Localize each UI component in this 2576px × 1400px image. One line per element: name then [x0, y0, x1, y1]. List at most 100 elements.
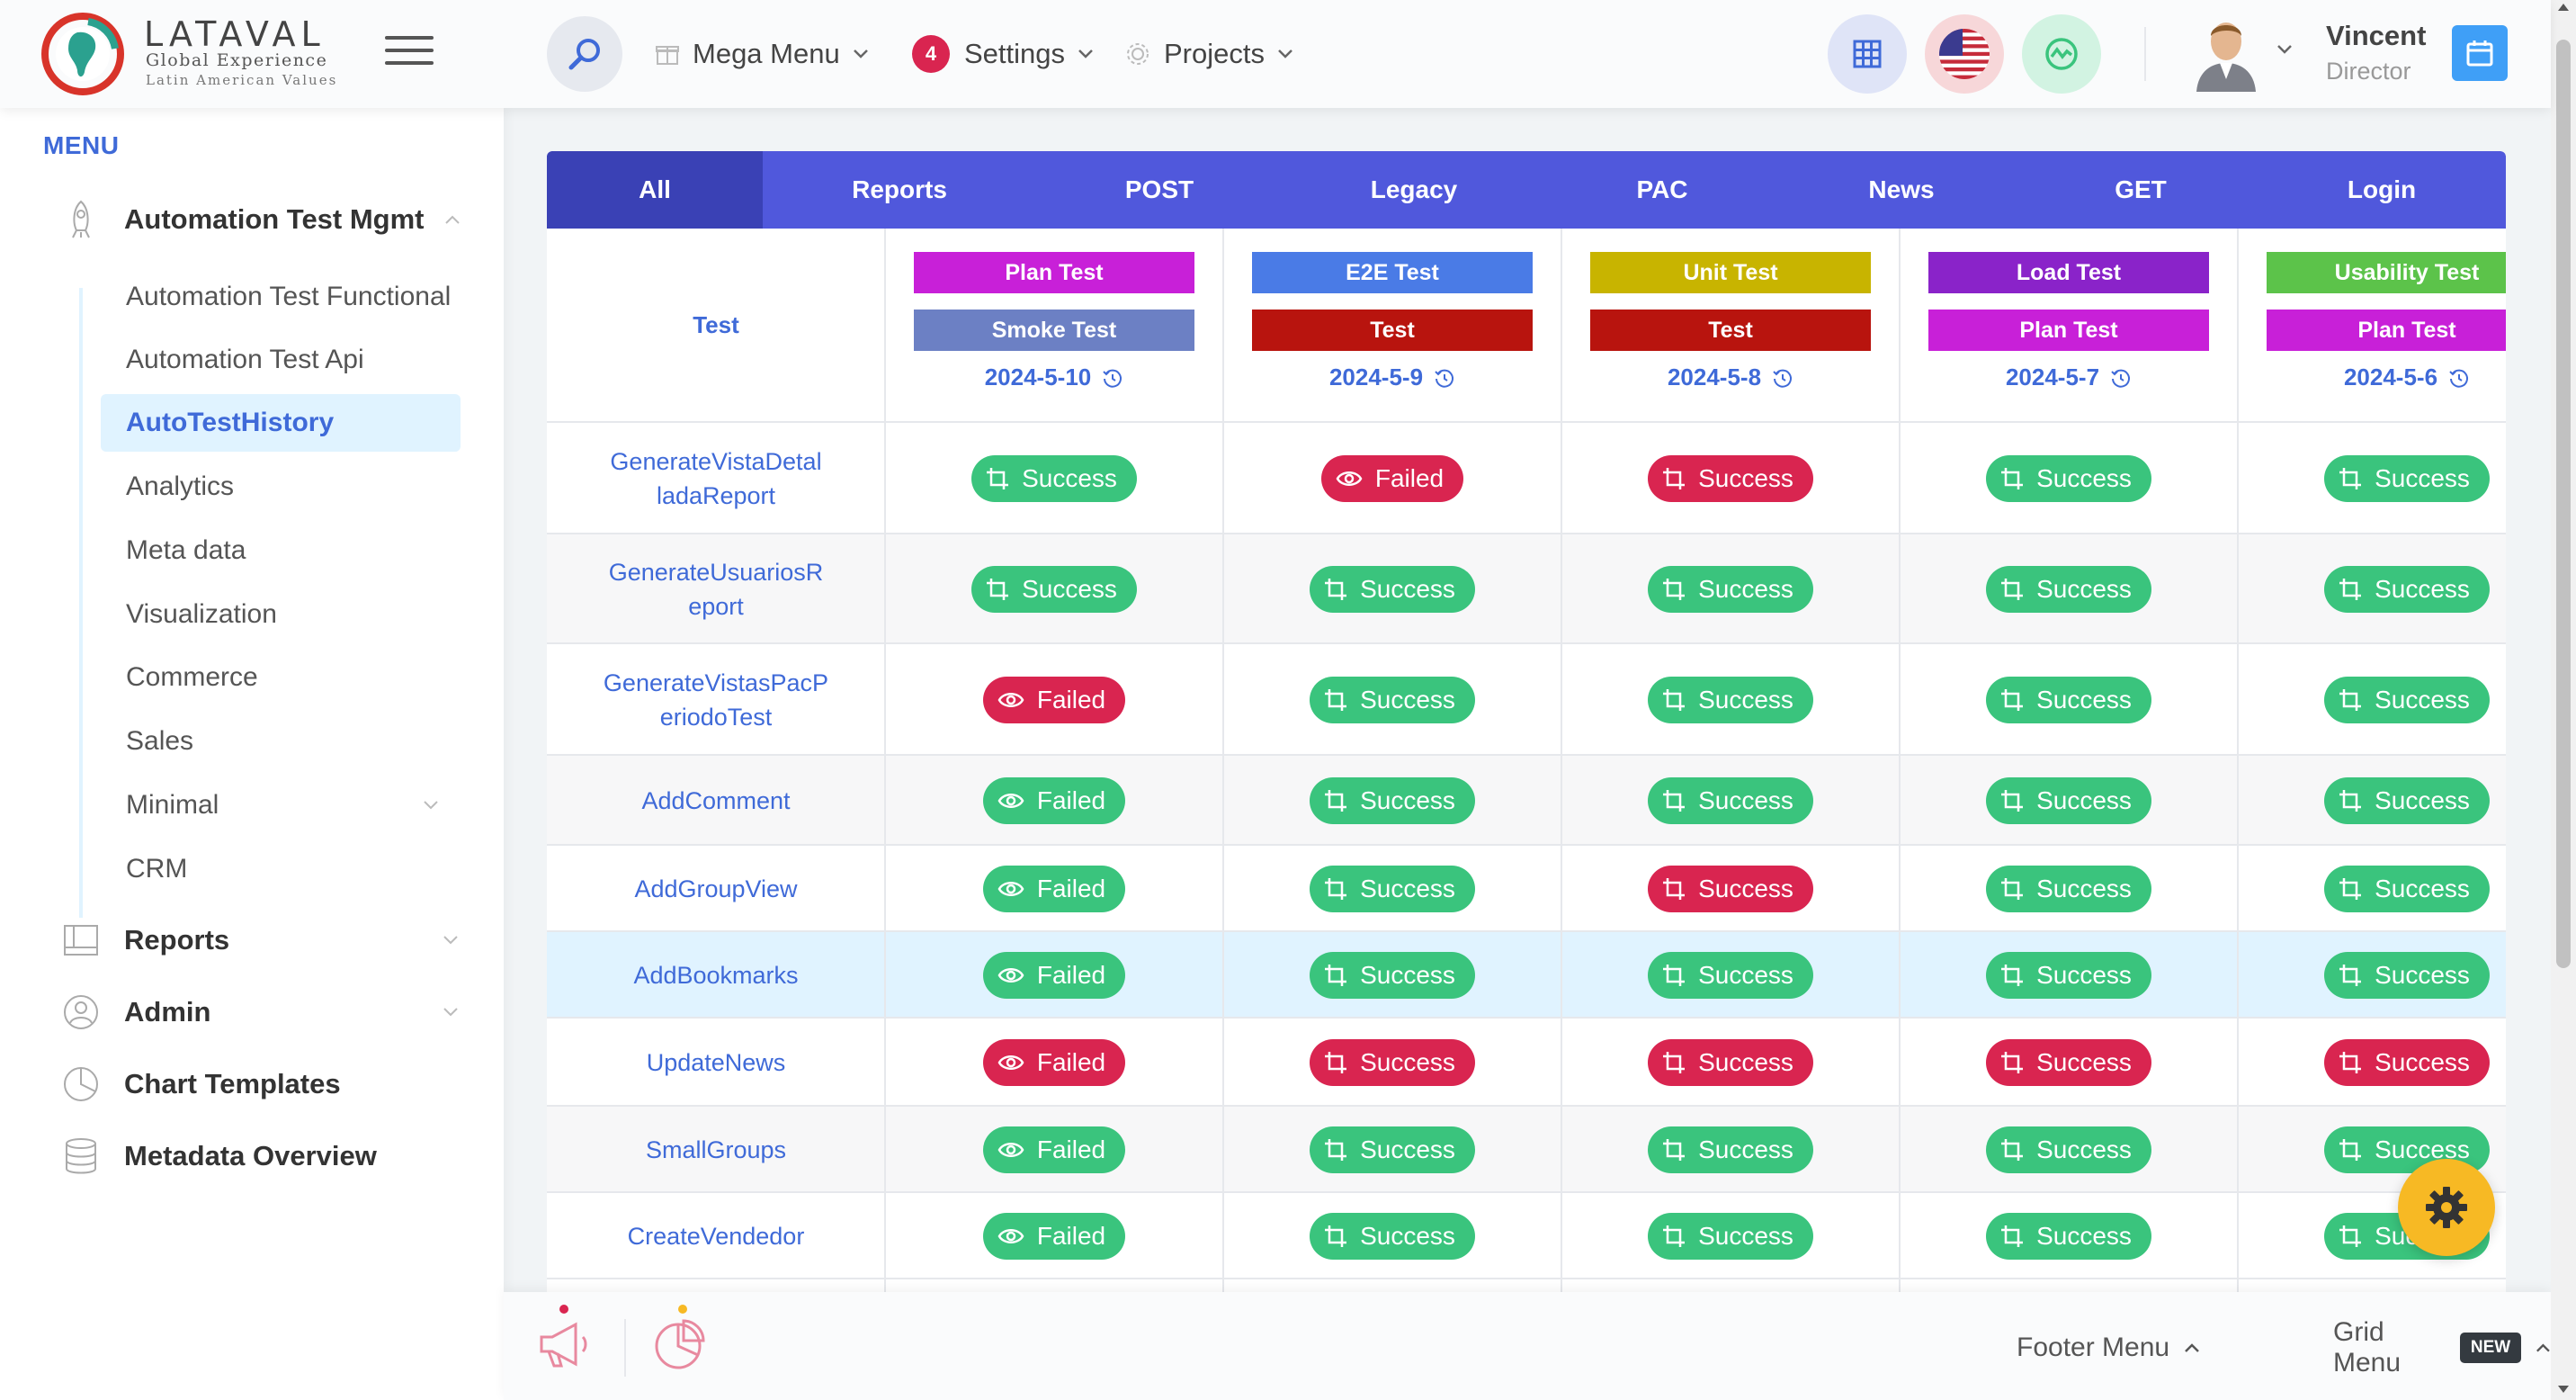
status-badge[interactable]: Failed: [982, 1126, 1126, 1173]
scroll-up-arrow[interactable]: [2558, 4, 2569, 11]
status-badge[interactable]: Success: [2324, 455, 2490, 502]
tab-get[interactable]: GET: [2115, 175, 2167, 203]
chevron-down-icon[interactable]: [2276, 43, 2294, 56]
status-badge[interactable]: Success: [1986, 455, 2151, 502]
status-badge[interactable]: Success: [1986, 1039, 2151, 1086]
status-badge[interactable]: Success: [1648, 566, 1813, 613]
status-badge[interactable]: Success: [1310, 566, 1475, 613]
status-badge[interactable]: Success: [1648, 777, 1813, 824]
test-name-link[interactable]: CreateVendedor: [547, 1193, 885, 1279]
test-name-link[interactable]: AddComment: [547, 756, 885, 846]
status-badge[interactable]: Success: [1310, 952, 1475, 999]
status-badge[interactable]: Failed: [982, 1213, 1126, 1260]
tab-news[interactable]: News: [1868, 175, 1935, 203]
status-badge[interactable]: Success: [1648, 1213, 1813, 1260]
sidebar-item-automation-test-functional[interactable]: Automation Test Functional: [101, 268, 461, 326]
language-button[interactable]: [1925, 14, 2004, 94]
tab-login[interactable]: Login: [2347, 175, 2417, 203]
status-badge[interactable]: Success: [1986, 866, 2151, 912]
history-icon[interactable]: [2110, 367, 2132, 389]
status-badge[interactable]: Success: [1648, 455, 1813, 502]
settings-button[interactable]: 4 Settings: [912, 32, 1094, 76]
megaphone-icon[interactable]: [536, 1315, 594, 1373]
test-name-link[interactable]: AddGroupView: [547, 846, 885, 932]
test-name-link[interactable]: GenerateVistaDetal ladaReport: [547, 423, 885, 534]
history-icon[interactable]: [1102, 367, 1123, 389]
status-badge[interactable]: Failed: [982, 1039, 1126, 1086]
status-badge[interactable]: Success: [2324, 677, 2490, 723]
tab-all[interactable]: All: [547, 151, 763, 229]
status-badge[interactable]: Success: [1310, 1039, 1475, 1086]
sidebar-item-minimal[interactable]: Minimal: [101, 776, 461, 834]
sidebar-item-meta-data[interactable]: Meta data: [101, 522, 461, 579]
sidebar-item-autotesthistory[interactable]: AutoTestHistory: [101, 394, 461, 452]
status-badge[interactable]: Success: [1310, 1213, 1475, 1260]
status-badge[interactable]: Success: [1986, 952, 2151, 999]
status-badge[interactable]: Success: [1310, 677, 1475, 723]
scroll-thumb[interactable]: [2556, 40, 2571, 968]
status-badge[interactable]: Success: [971, 455, 1137, 502]
search-button[interactable]: [547, 16, 622, 92]
tab-post[interactable]: POST: [1124, 175, 1194, 203]
status-badge[interactable]: Success: [1648, 866, 1813, 912]
hamburger-menu-icon[interactable]: [385, 32, 435, 68]
avatar[interactable]: [2187, 14, 2265, 92]
sidebar-group-reports[interactable]: Reports: [54, 913, 459, 967]
sidebar-item-commerce[interactable]: Commerce: [101, 649, 461, 706]
history-icon[interactable]: [2448, 367, 2470, 389]
status-badge[interactable]: Failed: [982, 866, 1126, 912]
status-badge[interactable]: Success: [1648, 1039, 1813, 1086]
sidebar-item-analytics[interactable]: Analytics: [101, 458, 461, 516]
status-badge[interactable]: Success: [971, 566, 1137, 613]
status-badge[interactable]: Success: [1648, 952, 1813, 999]
status-badge[interactable]: Success: [2324, 866, 2490, 912]
status-badge[interactable]: Success: [1648, 677, 1813, 723]
sidebar-group-chart-templates[interactable]: Chart Templates: [54, 1057, 459, 1111]
page-scrollbar[interactable]: [2551, 0, 2576, 1400]
tab-pac[interactable]: PAC: [1636, 175, 1688, 203]
status-badge[interactable]: Success: [2324, 1039, 2490, 1086]
apps-grid-button[interactable]: [1828, 14, 1907, 94]
tab-legacy[interactable]: Legacy: [1370, 175, 1458, 203]
scroll-down-arrow[interactable]: [2558, 1386, 2569, 1393]
status-badge[interactable]: Success: [1986, 777, 2151, 824]
status-badge[interactable]: Success: [2324, 1126, 2490, 1173]
status-badge[interactable]: Failed: [982, 952, 1126, 999]
theme-settings-button[interactable]: [2398, 1159, 2495, 1256]
test-name-link[interactable]: UpdateNews: [547, 1019, 885, 1107]
status-badge[interactable]: Success: [1310, 866, 1475, 912]
pie-chart-icon[interactable]: [651, 1315, 709, 1373]
projects-button[interactable]: Projects: [1124, 32, 1293, 76]
footer-menu-button[interactable]: Footer Menu: [2017, 1328, 2200, 1368]
activity-button[interactable]: [2022, 14, 2101, 94]
status-badge[interactable]: Success: [1648, 1126, 1813, 1173]
status-badge[interactable]: Success: [1310, 777, 1475, 824]
status-badge[interactable]: Success: [1310, 1126, 1475, 1173]
mega-menu-button[interactable]: Mega Menu: [655, 32, 869, 76]
status-badge[interactable]: Success: [1986, 566, 2151, 613]
test-name-link[interactable]: GenerateVistasPacP eriodoTest: [547, 644, 885, 756]
sidebar-group-automation[interactable]: Automation Test Mgmt: [54, 193, 460, 247]
test-name-link[interactable]: SmallGroups: [547, 1107, 885, 1193]
tab-reports[interactable]: Reports: [852, 175, 947, 203]
sidebar-group-metadata-overview[interactable]: Metadata Overview: [54, 1129, 459, 1183]
status-badge[interactable]: Success: [2324, 777, 2490, 824]
history-icon[interactable]: [1772, 367, 1793, 389]
status-badge[interactable]: Success: [1986, 677, 2151, 723]
sidebar-item-visualization[interactable]: Visualization: [101, 586, 461, 643]
status-badge[interactable]: Success: [1986, 1126, 2151, 1173]
calendar-button[interactable]: [2452, 25, 2508, 81]
test-name-link[interactable]: AddBookmarks: [547, 932, 885, 1019]
grid-menu-button[interactable]: Grid Menu NEW: [2333, 1317, 2551, 1378]
sidebar-item-sales[interactable]: Sales: [101, 713, 461, 770]
status-badge[interactable]: Success: [1986, 1213, 2151, 1260]
sidebar-item-crm[interactable]: CRM: [101, 840, 461, 898]
status-badge[interactable]: Success: [2324, 566, 2490, 613]
status-badge[interactable]: Failed: [982, 777, 1126, 824]
status-badge[interactable]: Failed: [1320, 455, 1464, 502]
history-icon[interactable]: [1434, 367, 1455, 389]
sidebar-group-admin[interactable]: Admin: [54, 985, 459, 1039]
sidebar-item-automation-test-api[interactable]: Automation Test Api: [101, 331, 461, 389]
status-badge[interactable]: Success: [2324, 952, 2490, 999]
test-name-link[interactable]: GenerateUsuariosR eport: [547, 534, 885, 644]
